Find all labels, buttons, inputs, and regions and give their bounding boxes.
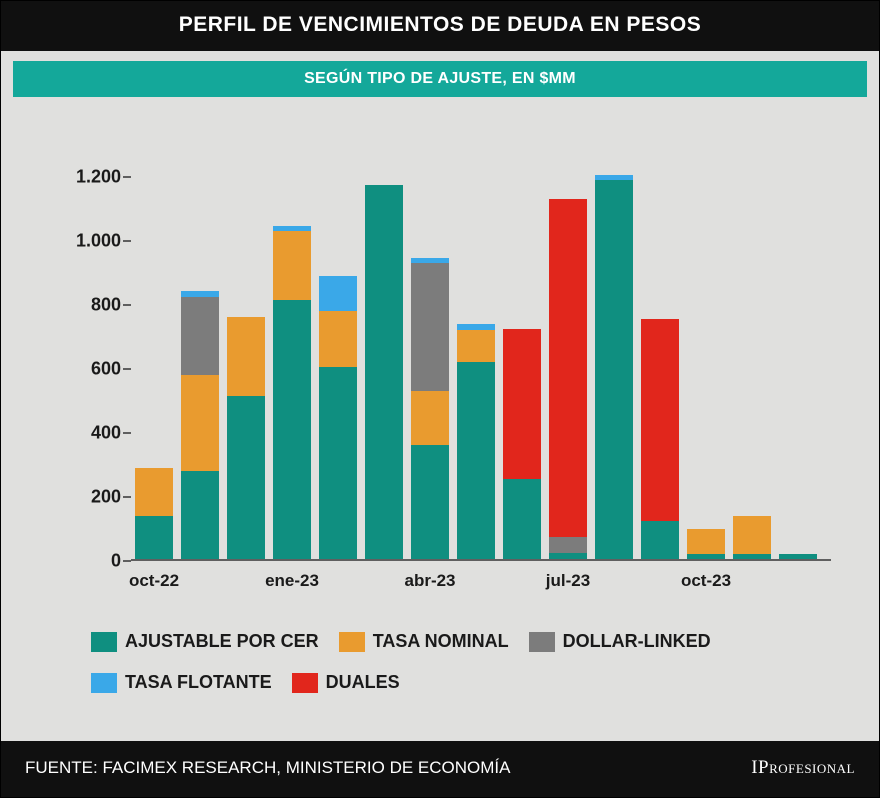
x-tick-label: oct-22 — [129, 571, 179, 591]
x-tick-label: ene-23 — [265, 571, 319, 591]
y-tick-label: 1.200 — [51, 167, 121, 188]
legend-label: TASA FLOTANTE — [125, 672, 272, 693]
bar-segment-cer — [641, 521, 679, 559]
legend-item-nominal: TASA NOMINAL — [339, 631, 509, 652]
brand-rest: Profesional — [758, 757, 855, 778]
legend-item-duales: DUALES — [292, 672, 400, 693]
y-tick-label: 200 — [51, 487, 121, 508]
bar-segment-cer — [595, 180, 633, 559]
y-tick-mark — [123, 304, 131, 306]
bar-segment-dollar — [411, 263, 449, 391]
y-tick-mark — [123, 240, 131, 242]
brand-logo: IProfesional — [751, 757, 855, 779]
bar-segment-nominal — [411, 391, 449, 445]
x-tick-label: jul-23 — [546, 571, 590, 591]
legend-swatch — [91, 673, 117, 693]
bar-segment-nominal — [457, 330, 495, 362]
brand-i: I — [751, 757, 758, 778]
bar-segment-flotante — [457, 324, 495, 330]
subtitle-bar: SEGÚN TIPO DE AJUSTE, EN $MM — [13, 61, 867, 97]
legend-swatch — [339, 632, 365, 652]
bar-segment-cer — [181, 471, 219, 559]
bar-segment-nominal — [733, 516, 771, 554]
bar-segment-duales — [549, 199, 587, 537]
y-tick-label: 600 — [51, 359, 121, 380]
x-tick-label: oct-23 — [681, 571, 731, 591]
bar-segment-cer — [227, 396, 265, 559]
legend-row: AJUSTABLE POR CER TASA NOMINAL DOLLAR-LINK… — [91, 631, 811, 703]
bar-segment-duales — [503, 329, 541, 479]
legend-label: DUALES — [326, 672, 400, 693]
bar-segment-flotante — [411, 258, 449, 263]
legend-swatch — [292, 673, 318, 693]
bar-segment-flotante — [319, 276, 357, 311]
bar-segment-cer — [365, 185, 403, 559]
chart-region: oct-22ene-23abr-23jul-23oct-23 020040060… — [51, 161, 831, 601]
legend-item-cer: AJUSTABLE POR CER — [91, 631, 319, 652]
y-tick-label: 800 — [51, 295, 121, 316]
bar-segment-flotante — [273, 226, 311, 231]
plot-area: oct-22ene-23abr-23jul-23oct-23 — [131, 161, 831, 561]
bar-segment-cer — [687, 554, 725, 559]
bar-segment-duales — [641, 319, 679, 521]
x-tick-label: abr-23 — [404, 571, 455, 591]
y-tick-label: 1.000 — [51, 231, 121, 252]
y-tick-label: 400 — [51, 423, 121, 444]
y-tick-mark — [123, 176, 131, 178]
y-tick-mark — [123, 496, 131, 498]
bar-segment-cer — [135, 516, 173, 559]
bar-segment-nominal — [687, 529, 725, 555]
legend-swatch — [91, 632, 117, 652]
bar-segment-cer — [411, 445, 449, 559]
y-tick-mark — [123, 368, 131, 370]
legend-swatch — [529, 632, 555, 652]
legend: AJUSTABLE POR CER TASA NOMINAL DOLLAR-LINK… — [91, 631, 811, 703]
chart-card: PERFIL DE VENCIMIENTOS DE DEUDA EN PESOS… — [0, 0, 880, 798]
legend-label: DOLLAR-LINKED — [563, 631, 711, 652]
source-text: FUENTE: FACIMEX RESEARCH, MINISTERIO DE … — [25, 758, 511, 778]
bar-segment-nominal — [273, 231, 311, 300]
bar-segment-nominal — [181, 375, 219, 471]
y-tick-mark — [123, 560, 131, 562]
bar-segment-flotante — [595, 175, 633, 180]
legend-item-flotante: TASA FLOTANTE — [91, 672, 272, 693]
bar-segment-cer — [319, 367, 357, 559]
legend-label: AJUSTABLE POR CER — [125, 631, 319, 652]
bar-segment-nominal — [319, 311, 357, 367]
bar-segment-cer — [779, 554, 817, 559]
subtitle-wrap: SEGÚN TIPO DE AJUSTE, EN $MM — [1, 51, 879, 103]
y-tick-label: 0 — [51, 551, 121, 572]
legend-label: TASA NOMINAL — [373, 631, 509, 652]
bar-segment-flotante — [181, 291, 219, 297]
bar-segment-cer — [457, 362, 495, 559]
bar-segment-cer — [503, 479, 541, 559]
bar-segment-cer — [733, 554, 771, 559]
y-tick-mark — [123, 432, 131, 434]
title-bar: PERFIL DE VENCIMIENTOS DE DEUDA EN PESOS — [1, 1, 879, 51]
bar-segment-cer — [549, 553, 587, 559]
bar-segment-dollar — [181, 297, 219, 375]
footer-bar: FUENTE: FACIMEX RESEARCH, MINISTERIO DE … — [1, 741, 879, 797]
bar-segment-cer — [273, 300, 311, 559]
bar-segment-nominal — [227, 317, 265, 395]
chart-subtitle: SEGÚN TIPO DE AJUSTE, EN $MM — [304, 70, 576, 87]
legend-item-dollar: DOLLAR-LINKED — [529, 631, 711, 652]
chart-title: PERFIL DE VENCIMIENTOS DE DEUDA EN PESOS — [179, 13, 702, 36]
bar-segment-dollar — [549, 537, 587, 553]
bar-segment-nominal — [135, 468, 173, 516]
